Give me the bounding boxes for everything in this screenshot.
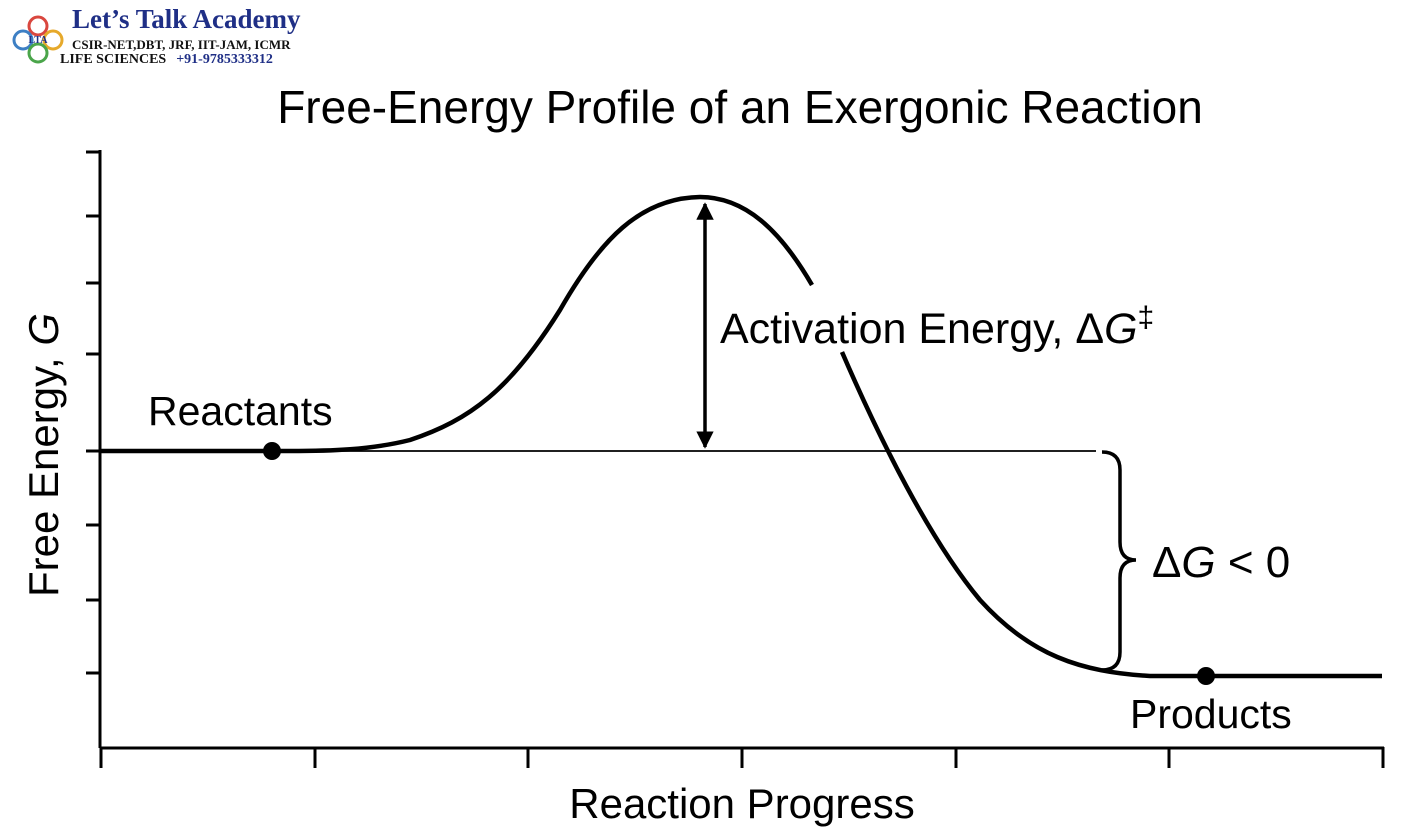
products-point xyxy=(1197,667,1215,685)
delta-g-brace xyxy=(1101,450,1137,672)
academy-emblem-icon: LTA xyxy=(12,15,64,64)
y-axis-label-symbol: G xyxy=(20,313,67,346)
activation-energy-label: Activation Energy, ΔG‡ xyxy=(720,301,1154,353)
activation-superscript: ‡ xyxy=(1138,301,1155,334)
activation-symbol: G xyxy=(1104,305,1137,353)
activation-prefix: Activation Energy, xyxy=(720,305,1075,353)
academy-name: Let’s Talk Academy xyxy=(72,4,301,34)
delta-g-delta: Δ xyxy=(1152,538,1181,587)
academy-subject: LIFE SCIENCES xyxy=(60,52,167,67)
reactants-label: Reactants xyxy=(148,388,333,434)
academy-contact: LIFE SCIENCES +91-9785333312 xyxy=(60,52,273,68)
emblem-text: LTA xyxy=(29,35,49,46)
activation-delta: Δ xyxy=(1075,305,1104,353)
delta-g-relation: < 0 xyxy=(1216,538,1291,587)
delta-g-symbol: G xyxy=(1181,538,1215,587)
diagram-title: Free-Energy Profile of an Exergonic Reac… xyxy=(277,81,1203,133)
x-axis-label: Reaction Progress xyxy=(569,780,915,827)
energy-curve-fall xyxy=(839,351,1382,679)
academy-phone: +91-9785333312 xyxy=(176,52,273,67)
products-label: Products xyxy=(1130,691,1292,737)
y-axis-label: Free Energy, G xyxy=(20,313,67,597)
reactants-point xyxy=(263,442,281,460)
delta-g-label: ΔG < 0 xyxy=(1152,538,1290,587)
academy-logo: LTA Let’s Talk Academy CSIR-NET,DBT, JRF… xyxy=(8,4,368,74)
y-axis-ticks xyxy=(86,150,101,675)
y-axis-label-prefix: Free Energy, xyxy=(20,346,67,597)
energy-curve-rise xyxy=(100,194,814,454)
academy-exams: CSIR-NET,DBT, JRF, IIT-JAM, ICMR xyxy=(72,37,291,52)
x-axis-ticks xyxy=(99,747,1385,768)
